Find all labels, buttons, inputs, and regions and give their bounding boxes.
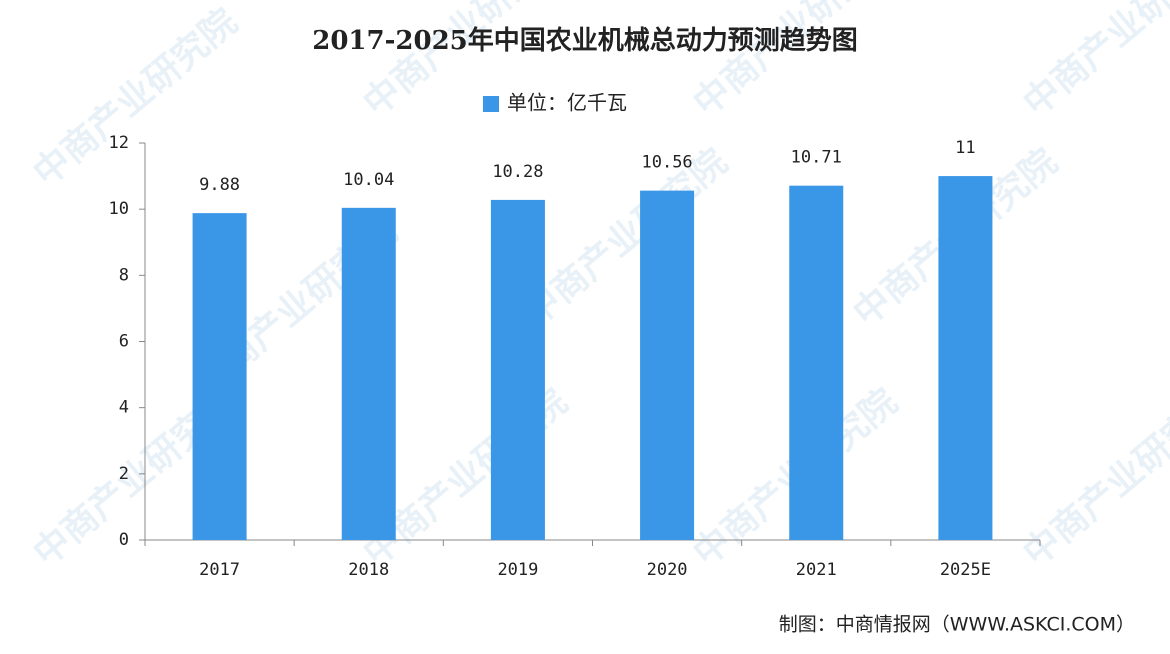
bar (490, 199, 545, 541)
bar (938, 176, 993, 541)
x-tick-label: 2018 (348, 560, 389, 580)
x-tick-label: 2021 (796, 560, 837, 580)
x-tick-label: 2017 (199, 560, 240, 580)
x-tick-label: 2025E (940, 560, 991, 580)
bar (341, 207, 396, 541)
y-tick-label: 2 (119, 464, 129, 484)
bar (640, 190, 695, 540)
x-tick-label: 2019 (497, 560, 538, 580)
watermark: 中商产业研究院 (686, 0, 905, 125)
y-tick-label: 10 (109, 199, 129, 219)
watermark: 中商产业研究院 (1016, 381, 1170, 574)
watermark: 中商产业研究院 (26, 1, 245, 194)
value-label: 10.28 (492, 162, 543, 182)
x-tick-label: 2020 (647, 560, 688, 580)
watermark: 中商产业研究院 (516, 141, 735, 334)
legend-swatch (483, 96, 499, 112)
bar (789, 185, 844, 541)
watermark: 中商产业研究院 (1016, 0, 1170, 125)
value-label: 10.04 (343, 170, 394, 190)
chart-title: 2017-2025年中国农业机械总动力预测趋势图 (312, 25, 858, 56)
value-label: 9.88 (199, 175, 240, 195)
value-label: 10.71 (791, 148, 842, 168)
y-tick-label: 4 (119, 398, 129, 418)
bar (192, 213, 247, 541)
y-tick-label: 6 (119, 332, 129, 352)
value-label: 10.56 (641, 153, 692, 173)
y-tick-label: 12 (109, 133, 129, 153)
source-note: 制图：中商情报网（WWW.ASKCI.COM） (779, 614, 1135, 636)
value-label: 11 (955, 138, 975, 158)
y-tick-label: 8 (119, 265, 129, 285)
y-tick-label: 0 (119, 530, 129, 550)
legend-label: 单位：亿千瓦 (507, 91, 627, 115)
